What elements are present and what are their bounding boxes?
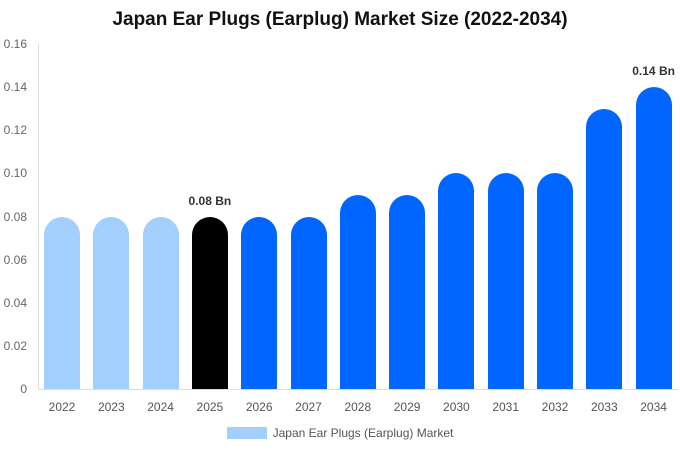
x-tick-label: 2026 [245, 400, 273, 414]
y-tick-label: 0.16 [3, 37, 27, 51]
y-tick-label: 0.12 [3, 123, 27, 138]
legend-label: Japan Ear Plugs (Earplug) Market [272, 426, 454, 440]
y-tick-label: 0 [20, 382, 27, 396]
bar-2031[interactable] [487, 173, 524, 389]
x-tick-label: 2030 [443, 400, 470, 414]
x-tick-label: 2022 [48, 400, 76, 414]
x-axis-line [38, 389, 678, 390]
y-tick-label: 0.02 [3, 338, 27, 353]
x-tick-label: 2027 [295, 400, 322, 414]
x-tick-label: 2031 [492, 400, 520, 414]
bar-2033[interactable] [586, 108, 623, 389]
bar-2030[interactable] [438, 173, 475, 389]
bar-2027[interactable] [290, 216, 327, 389]
chart-title: Japan Ear Plugs (Earplug) Market Size (2… [112, 9, 568, 30]
legend[interactable]: Japan Ear Plugs (Earplug) Market [0, 426, 680, 440]
legend-swatch [226, 427, 267, 439]
bar-value-label: 0.08 Bn [188, 193, 232, 208]
x-tick-label: 2034 [640, 400, 667, 414]
y-tick-label: 0.10 [3, 166, 27, 181]
bar-2034[interactable] [635, 87, 672, 389]
bar-2029[interactable] [389, 194, 426, 389]
x-tick-label: 2028 [344, 400, 372, 414]
x-tick-label: 2025 [196, 400, 224, 414]
x-tick-label: 2023 [97, 400, 125, 414]
y-tick-label: 0.06 [3, 252, 27, 267]
x-tick-label: 2033 [590, 400, 618, 414]
bar-2022[interactable] [44, 216, 80, 389]
bar-2026[interactable] [241, 216, 278, 389]
x-tick-label: 2029 [393, 400, 421, 414]
y-tick-label: 0.04 [3, 295, 27, 310]
bar-2028[interactable] [339, 194, 376, 389]
y-axis-line [38, 44, 39, 389]
x-tick-label: 2032 [541, 400, 569, 414]
bar-2023[interactable] [93, 216, 130, 389]
bar-value-label: 0.14 Bn [632, 64, 675, 79]
y-tick-label: 0.14 [3, 80, 27, 95]
bar-2032[interactable] [537, 173, 573, 389]
y-tick-label: 0.08 [3, 209, 27, 224]
x-tick-label: 2024 [147, 400, 174, 414]
bar-2025[interactable] [191, 216, 228, 389]
bar-2024[interactable] [142, 216, 179, 389]
